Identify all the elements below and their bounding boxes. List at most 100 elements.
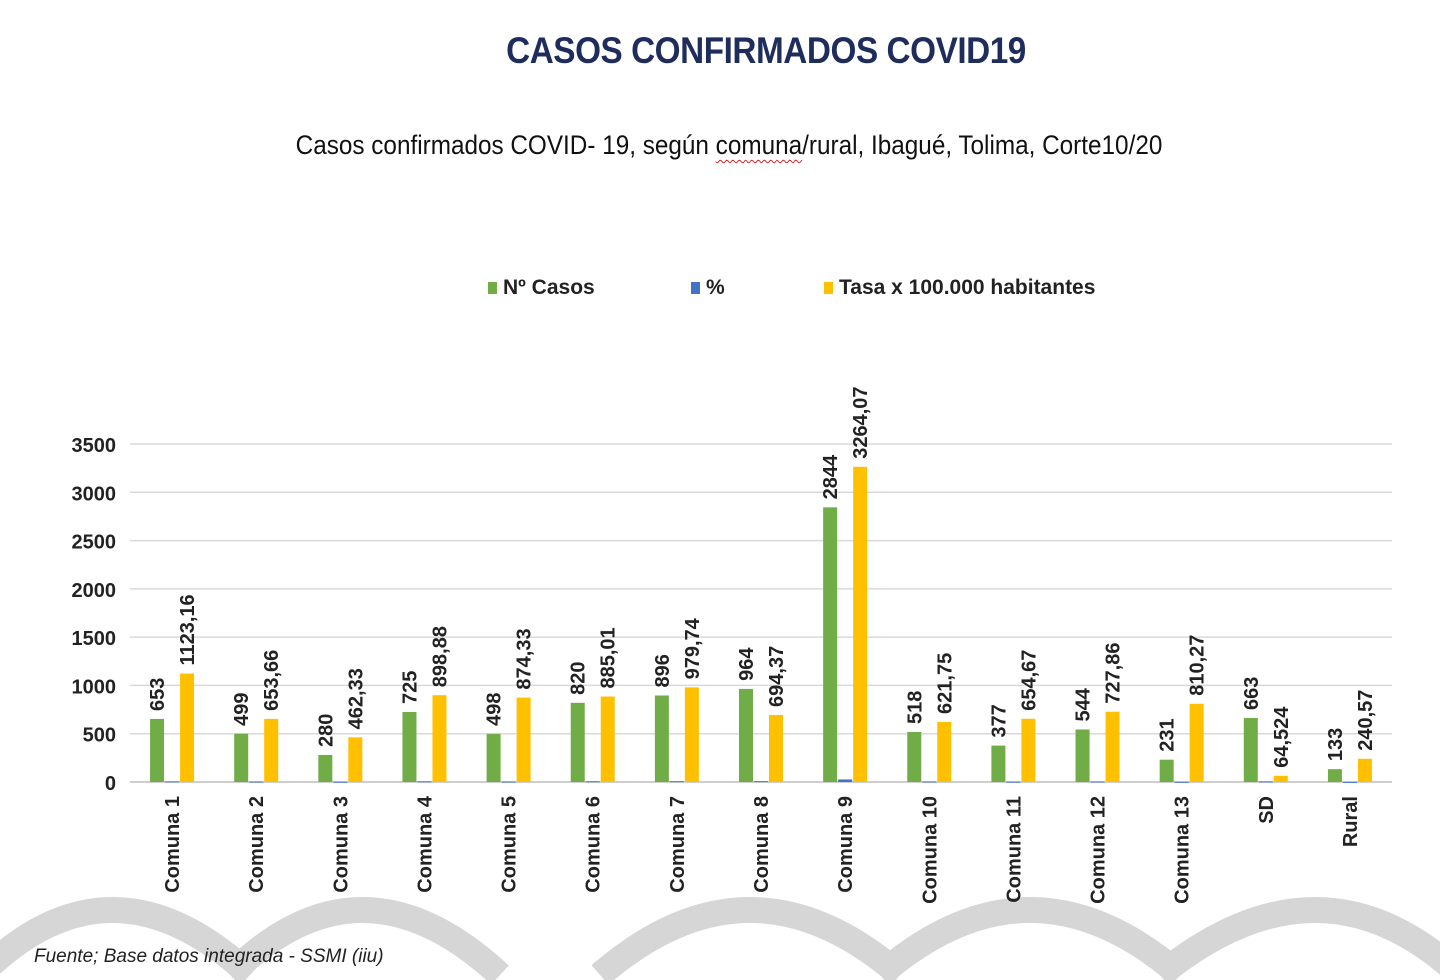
- bar-casos: [1159, 759, 1174, 782]
- data-label-casos: 280: [315, 714, 337, 747]
- watermark-arc: [591, 897, 909, 980]
- data-label-tasa: 898,88: [429, 626, 451, 687]
- subtitle-suffix: /rural, Ibagué, Tolima, Corte10/20: [802, 130, 1163, 160]
- x-tick-label: Comuna 5: [499, 796, 521, 893]
- legend-label-porcentaje: %: [706, 276, 725, 299]
- y-tick-label: 3000: [72, 483, 117, 505]
- data-label-casos: 231: [1157, 718, 1179, 751]
- bar-porcentaje: [585, 781, 600, 783]
- bar-tasa: [516, 697, 531, 782]
- watermark-arc: [871, 897, 1189, 980]
- bar-porcentaje: [501, 781, 516, 783]
- data-label-casos: 820: [568, 661, 590, 694]
- x-tick-label: Rural: [1340, 796, 1362, 847]
- y-tick-label: 1500: [72, 628, 117, 650]
- bar-tasa: [348, 737, 363, 782]
- bar-tasa: [264, 718, 279, 782]
- legend-item-casos: Nº Casos: [488, 276, 595, 300]
- bar-porcentaje: [754, 781, 768, 783]
- bar-tasa: [1357, 758, 1372, 782]
- y-tick-label: 3500: [72, 435, 117, 457]
- bar-tasa: [432, 695, 447, 782]
- data-label-tasa: 1123,16: [177, 594, 199, 665]
- legend-item-tasa: Tasa x 100.000 habitantes: [824, 276, 1095, 300]
- bar-tasa: [600, 696, 615, 782]
- bar-porcentaje: [333, 781, 348, 783]
- bar-casos: [1243, 717, 1258, 782]
- x-tick-label: Comuna 7: [667, 796, 689, 893]
- bar-porcentaje: [417, 781, 432, 783]
- legend-label-tasa: Tasa x 100.000 habitantes: [839, 276, 1096, 299]
- data-label-casos: 133: [1325, 728, 1347, 761]
- x-tick-label: Comuna 2: [246, 796, 268, 893]
- bar-porcentaje: [1258, 781, 1273, 783]
- x-tick-label: Comuna 12: [1088, 796, 1110, 904]
- bar-tasa: [1105, 711, 1120, 782]
- x-tick-label: Comuna 1: [162, 796, 184, 893]
- data-label-tasa: 653,66: [261, 650, 283, 711]
- bar-casos: [991, 745, 1006, 782]
- chart-legend: Nº Casos % Tasa x 100.000 habitantes: [0, 276, 1440, 306]
- bar-porcentaje: [922, 781, 937, 783]
- x-tick-label: Comuna 8: [751, 796, 773, 893]
- data-label-tasa: 654,67: [1018, 650, 1040, 711]
- data-label-casos: 964: [736, 647, 758, 681]
- bar-casos: [402, 711, 417, 782]
- bar-porcentaje: [249, 781, 264, 783]
- chart-subtitle: Casos confirmados COVID- 19, según comun…: [73, 130, 1385, 161]
- bar-casos: [654, 695, 669, 782]
- data-label-tasa: 810,27: [1187, 635, 1209, 696]
- data-label-casos: 725: [399, 671, 421, 704]
- bar-tasa: [1189, 703, 1204, 782]
- data-label-casos: 896: [652, 654, 674, 687]
- data-label-tasa: 727,86: [1103, 643, 1125, 704]
- data-label-tasa: 64,524: [1271, 706, 1293, 768]
- x-tick-label: Comuna 4: [414, 795, 436, 893]
- bar-casos: [318, 754, 333, 782]
- data-label-casos: 518: [904, 691, 926, 724]
- legend-label-casos: Nº Casos: [503, 276, 595, 299]
- x-tick-label: Comuna 9: [835, 796, 857, 893]
- data-label-tasa: 694,37: [766, 646, 788, 707]
- legend-swatch-casos: [488, 282, 497, 294]
- subtitle-prefix: Casos confirmados COVID- 19, según: [295, 130, 716, 160]
- data-label-tasa: 240,57: [1355, 690, 1377, 751]
- bar-casos: [1327, 769, 1342, 782]
- bar-porcentaje: [838, 779, 853, 782]
- bar-tasa: [937, 721, 952, 782]
- bar-casos: [570, 702, 585, 782]
- x-tick-label: Comuna 10: [919, 796, 941, 904]
- legend-item-porcentaje: %: [691, 276, 725, 300]
- data-label-casos: 377: [988, 704, 1010, 737]
- watermark-arc: [220, 897, 509, 980]
- data-label-tasa: 874,33: [514, 628, 536, 689]
- bar-porcentaje: [1342, 781, 1357, 783]
- y-tick-label: 2500: [72, 532, 117, 554]
- bar-casos: [907, 731, 922, 782]
- x-tick-label: SD: [1256, 796, 1278, 824]
- data-label-casos: 499: [231, 692, 253, 725]
- bar-casos: [823, 507, 838, 782]
- data-label-casos: 498: [484, 693, 506, 726]
- data-label-tasa: 462,33: [345, 668, 367, 729]
- bar-porcentaje: [1006, 781, 1021, 783]
- bar-porcentaje: [1090, 781, 1105, 783]
- bar-tasa: [684, 687, 699, 782]
- y-tick-label: 1000: [72, 676, 117, 698]
- bar-casos: [739, 688, 753, 782]
- bar-porcentaje: [1174, 781, 1189, 783]
- bar-casos: [150, 718, 165, 782]
- y-tick-label: 500: [83, 725, 116, 747]
- bar-tasa: [180, 673, 195, 782]
- y-tick-label: 2000: [72, 580, 117, 602]
- bar-tasa: [1021, 718, 1036, 782]
- bar-tasa: [1273, 775, 1288, 782]
- data-label-casos: 663: [1241, 677, 1263, 710]
- main-title: CASOS CONFIRMADOS COVID19: [506, 30, 1026, 71]
- bar-tasa: [853, 466, 868, 782]
- bar-casos: [234, 733, 249, 782]
- data-label-tasa: 621,75: [934, 653, 956, 714]
- data-label-tasa: 3264,07: [850, 386, 872, 458]
